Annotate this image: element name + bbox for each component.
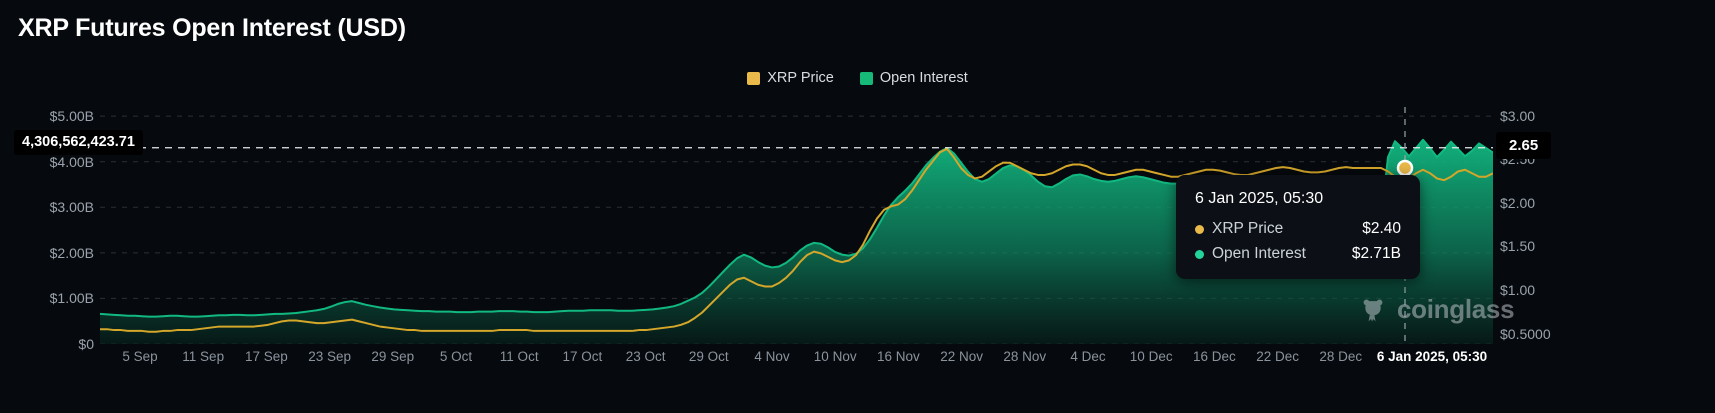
dot-icon (1195, 224, 1204, 234)
x-axis-tick-active: 6 Jan 2025, 05:30 (1376, 349, 1488, 364)
tooltip-row-open-interest: Open Interest $2.71B (1195, 245, 1401, 263)
x-axis-tick: 28 Nov (1003, 349, 1047, 364)
y-axis-left-tick: $3.00B (49, 199, 94, 216)
y-axis-left-tick: $4.00B (49, 153, 94, 170)
tooltip-row-xrp-price: XRP Price $2.40 (1195, 220, 1401, 238)
y-axis-left-tick: $2.00B (49, 244, 94, 261)
tooltip-series-value: $2.40 (1362, 220, 1401, 237)
x-axis-tick: 17 Sep (244, 349, 288, 364)
chart-tooltip: 6 Jan 2025, 05:30 XRP Price $2.40 Open I… (1176, 175, 1420, 279)
xrp-price-point (1396, 159, 1414, 177)
y-axis-right-tick: $2.00 (1500, 194, 1536, 211)
y-axis-left: $5.00B $4.00B $3.00B $2.00B $1.00B $0 (0, 107, 94, 351)
y-axis-right-tick: $1.00 (1500, 281, 1536, 298)
x-axis-tick: 11 Oct (499, 349, 539, 364)
tooltip-series-value: $2.71B (1351, 245, 1401, 262)
tooltip-series-name: Open Interest (1212, 245, 1306, 262)
x-axis-tick: 23 Sep (308, 349, 351, 364)
legend-item-open-interest[interactable]: Open Interest (859, 70, 968, 86)
x-axis-tick: 5 Oct (439, 349, 473, 364)
square-swatch-icon (747, 71, 761, 85)
tooltip-title: 6 Jan 2025, 05:30 (1195, 190, 1324, 207)
watermark-text: coinglass (1397, 294, 1515, 324)
page-title: XRP Futures Open Interest (USD) (18, 14, 406, 42)
legend-label: XRP Price (767, 70, 834, 86)
legend-item-xrp-price[interactable]: XRP Price (747, 70, 834, 86)
watermark: coinglass (1358, 294, 1515, 324)
x-axis-tick: 23 Oct (625, 349, 666, 364)
x-axis-tick: 16 Dec (1193, 349, 1236, 364)
xrp-price-value-badge: 2.65 (1496, 132, 1552, 159)
x-axis-tick: 4 Dec (1070, 349, 1106, 364)
x-axis-tick: 10 Dec (1129, 349, 1173, 364)
y-axis-left-tick: $0 (78, 336, 94, 352)
x-axis-tick: 17 Oct (562, 349, 603, 364)
coinglass-bull-icon (1363, 299, 1383, 322)
x-axis-tick: 10 Nov (813, 349, 857, 364)
open-interest-value-badge: 4,306,562,423.71 (14, 130, 143, 155)
x-axis-tick: 11 Sep (182, 349, 225, 364)
tooltip-series-name: XRP Price (1212, 220, 1284, 237)
x-axis-tick: 28 Dec (1319, 349, 1363, 364)
dot-icon (1195, 249, 1204, 259)
open-interest-area (100, 139, 1493, 344)
xrp-price-line (100, 147, 1493, 333)
x-axis-tick: 22 Dec (1256, 349, 1299, 364)
y-axis-left-tick: $5.00B (49, 108, 94, 125)
y-axis-right-tick: $3.00 (1500, 107, 1536, 124)
y-axis-right-tick: $1.50 (1500, 238, 1536, 255)
legend-label: Open Interest (879, 70, 968, 86)
x-axis-tick: 29 Sep (371, 349, 415, 364)
x-axis-tick: 29 Oct (688, 349, 729, 364)
x-axis-tick: 4 Nov (754, 349, 790, 364)
x-axis-tick: 5 Sep (122, 349, 158, 364)
square-swatch-icon (859, 71, 873, 85)
y-axis-right-tick: $0.5000 (1500, 325, 1551, 342)
y-axis-left-tick: $1.00B (49, 290, 94, 307)
x-axis-tick: 22 Nov (940, 349, 983, 364)
x-axis: 5 Sep 11 Sep 17 Sep 23 Sep 29 Sep 5 Oct 11 Oct… (0, 346, 1715, 376)
x-axis-tick: 16 Nov (877, 349, 920, 364)
chart-legend: XRP Price Open Interest (0, 70, 1715, 86)
